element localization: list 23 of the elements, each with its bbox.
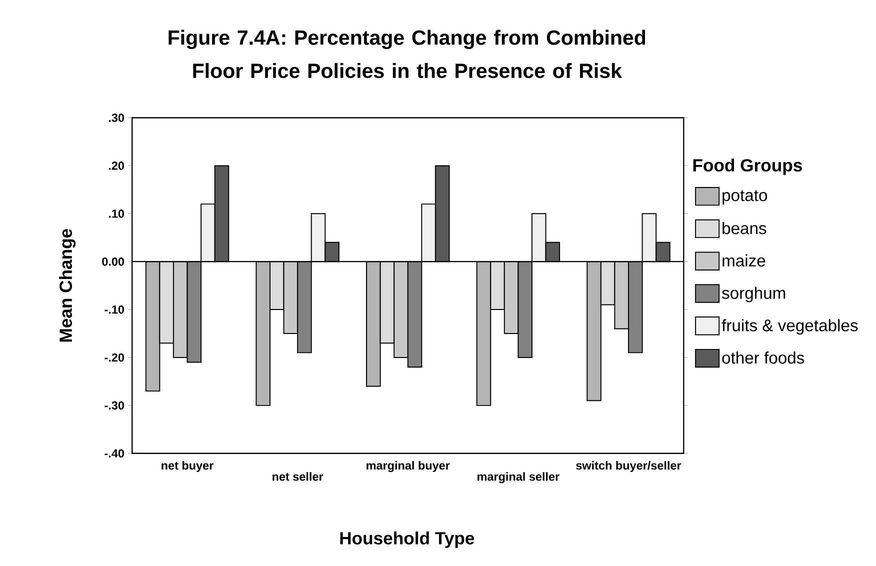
x-tick-label: switch buyer/seller [576, 460, 682, 472]
legend-label: fruits & vegetables [722, 319, 858, 334]
y-tick-label: 0.00 [102, 257, 124, 266]
y-tick-label: .20 [108, 161, 124, 170]
legend-label: other foods [722, 351, 804, 364]
legend-label: beans [722, 222, 766, 234]
y-tick-label: .30 [108, 113, 124, 122]
x-axis-title: Household Type [340, 531, 474, 548]
x-tick-label: net buyer [162, 460, 214, 472]
x-tick-label: marginal seller [478, 472, 560, 484]
y-axis-title: Mean Change [59, 228, 76, 342]
legend-label: maize [722, 254, 766, 266]
x-tick-label: marginal buyer [366, 460, 450, 472]
legend-title: Food Groups [693, 158, 802, 175]
y-tick-label: -.30 [104, 401, 124, 410]
chart-title: Figure 7.4A: Percentage Change from Combined Floor Price Policies in the Presence of Risk [168, 30, 646, 78]
y-tick-label: -.10 [104, 305, 124, 314]
y-tick-label: -.40 [104, 449, 124, 458]
y-tick-label: .10 [108, 209, 124, 218]
x-tick-label: net seller [272, 472, 324, 481]
legend-label: sorghum [722, 286, 786, 302]
legend-label: potato [722, 190, 768, 204]
y-tick-label: -.20 [104, 353, 124, 362]
